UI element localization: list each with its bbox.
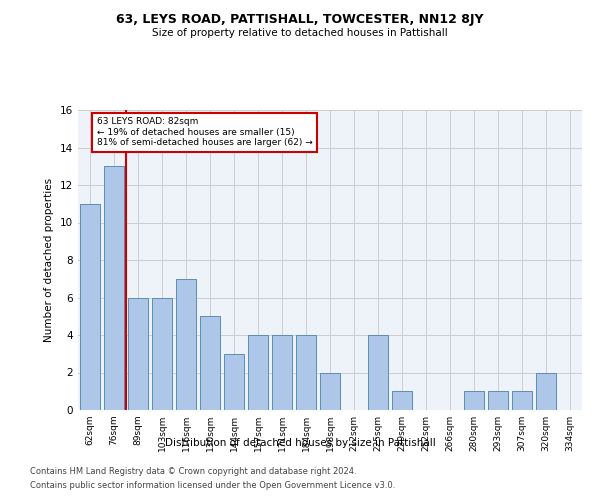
Bar [152,298,172,410]
Bar [80,204,100,410]
Bar [320,372,340,410]
Bar [392,391,412,410]
Bar [176,279,196,410]
Bar [512,391,532,410]
Bar [128,298,148,410]
Bar [272,335,292,410]
Bar [104,166,124,410]
Text: Contains HM Land Registry data © Crown copyright and database right 2024.: Contains HM Land Registry data © Crown c… [30,467,356,476]
Text: Size of property relative to detached houses in Pattishall: Size of property relative to detached ho… [152,28,448,38]
Bar [488,391,508,410]
Bar [536,372,556,410]
Y-axis label: Number of detached properties: Number of detached properties [44,178,55,342]
Bar [296,335,316,410]
Text: Distribution of detached houses by size in Pattishall: Distribution of detached houses by size … [164,438,436,448]
Text: Contains public sector information licensed under the Open Government Licence v3: Contains public sector information licen… [30,481,395,490]
Bar [200,316,220,410]
Text: 63 LEYS ROAD: 82sqm
← 19% of detached houses are smaller (15)
81% of semi-detach: 63 LEYS ROAD: 82sqm ← 19% of detached ho… [97,118,313,148]
Bar [368,335,388,410]
Text: 63, LEYS ROAD, PATTISHALL, TOWCESTER, NN12 8JY: 63, LEYS ROAD, PATTISHALL, TOWCESTER, NN… [116,12,484,26]
Bar [224,354,244,410]
Bar [464,391,484,410]
Bar [248,335,268,410]
